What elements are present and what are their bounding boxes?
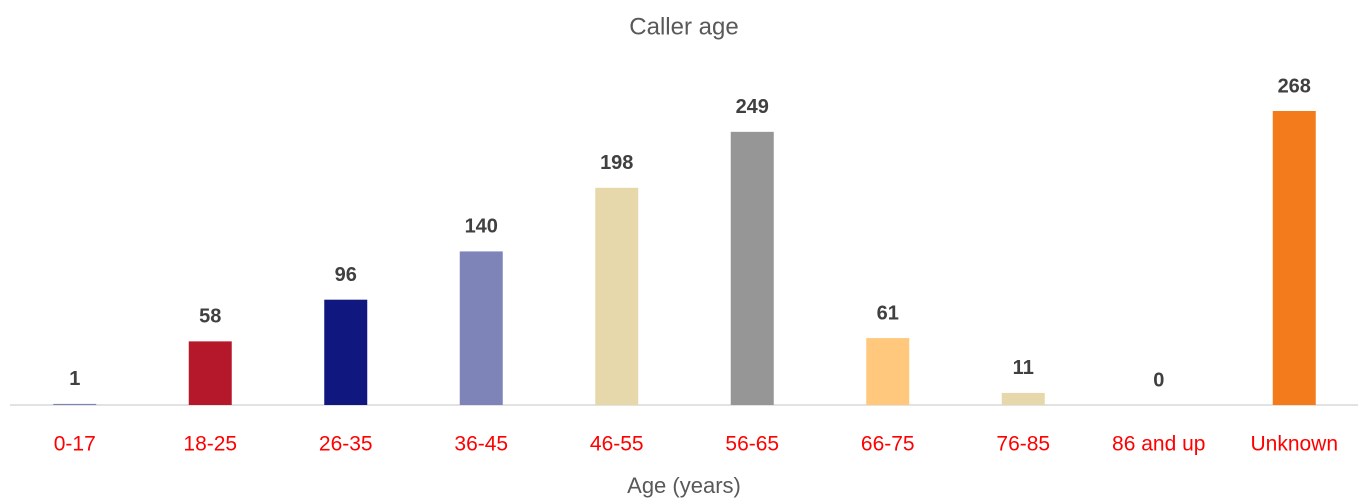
value-label: 1 [69,368,80,390]
bar [595,187,639,405]
value-label: 140 [465,216,498,238]
value-label: 11 [1013,357,1034,379]
x-tick-label: 86 and up [1112,433,1205,456]
x-tick-label: 0-17 [54,433,96,456]
value-label: 249 [736,96,769,118]
value-label: 96 [335,264,357,286]
bar [324,299,368,405]
bar [53,403,97,405]
bar [459,251,503,405]
value-label: 0 [1153,369,1164,391]
x-tick-label: 46-55 [590,433,644,456]
bar [1272,111,1316,405]
x-axis-title: Age (years) [627,473,741,498]
x-tick-label: Unknown [1250,433,1338,456]
x-tick-label: 76-85 [996,433,1050,456]
value-label: 268 [1278,75,1311,97]
x-tick-label: 26-35 [319,433,373,456]
x-tick-label: 36-45 [454,433,508,456]
x-tick-label: 18-25 [183,433,237,456]
x-tick-label: 66-75 [861,433,915,456]
bar [1001,392,1045,405]
value-label: 198 [600,152,633,174]
value-label: 61 [877,302,899,324]
value-label: 58 [199,306,221,328]
bar [730,131,774,406]
bar [188,341,232,405]
bar [866,338,910,405]
x-tick-label: 56-65 [725,433,779,456]
chart-title: Caller age [629,13,738,40]
